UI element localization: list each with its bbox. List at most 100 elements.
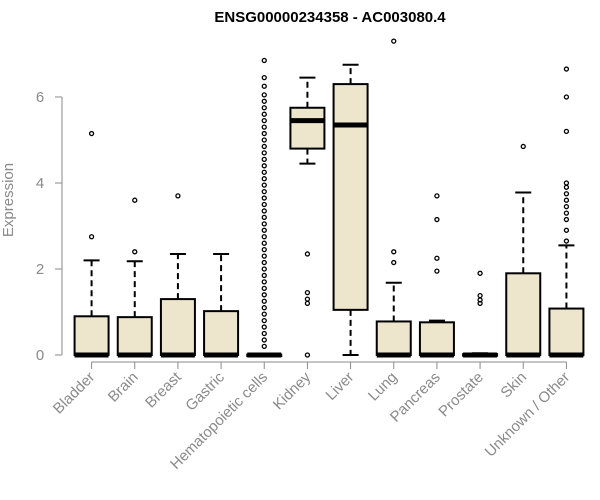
y-tick-label: 6: [36, 89, 44, 106]
outlier-point: [261, 317, 267, 324]
y-tick-label: 2: [36, 261, 44, 278]
box-body: [332, 83, 369, 311]
outlier-point: [261, 305, 267, 311]
box-body: [73, 315, 110, 356]
outlier-point: [261, 292, 267, 298]
outlier-point: [434, 255, 440, 261]
outlier-point: [261, 105, 267, 111]
outlier-point: [434, 193, 440, 199]
outlier-point: [261, 163, 267, 169]
box-9: [418, 193, 455, 358]
outlier-point: [261, 298, 267, 304]
outlier-point: [261, 83, 267, 89]
outlier-point: [261, 124, 267, 130]
box-4: [203, 252, 240, 358]
outlier-point: [563, 227, 570, 233]
box-6: [289, 76, 326, 358]
outlier-point: [88, 130, 95, 137]
outlier-point: [175, 193, 181, 199]
x-tick-label: Liver: [322, 369, 357, 404]
chart-title: ENSG00000234358 - AC003080.4: [214, 9, 446, 26]
box-body: [505, 272, 542, 356]
outlier-point: [563, 191, 570, 197]
outlier-point: [261, 221, 267, 227]
outlier-point: [261, 266, 267, 272]
outlier-point: [261, 234, 267, 240]
outlier-point: [563, 66, 570, 72]
outlier-point: [261, 92, 267, 98]
outlier-point: [563, 197, 570, 203]
outlier-point: [261, 169, 267, 175]
outlier-point: [477, 297, 483, 303]
outlier-point: [261, 227, 267, 233]
outlier-point: [261, 324, 267, 330]
outlier-point: [563, 184, 570, 190]
outlier-point: [563, 238, 570, 244]
box-8: [375, 38, 412, 358]
box-3: [159, 193, 196, 358]
outlier-point: [261, 176, 267, 182]
outlier-point: [88, 234, 95, 240]
box-5: [246, 57, 283, 358]
x-tick-label: Prostate: [435, 369, 487, 421]
outlier-point: [132, 197, 138, 203]
outlier-point: [261, 208, 267, 214]
outlier-point: [261, 143, 267, 150]
outlier-point: [391, 38, 397, 44]
outlier-point: [261, 137, 267, 143]
outlier-point: [477, 293, 483, 299]
box-2: [116, 197, 153, 358]
outlier-point: [563, 203, 570, 210]
outlier-point: [261, 272, 267, 279]
outlier-point: [261, 259, 267, 266]
outlier-point: [434, 216, 440, 223]
outlier-point: [261, 240, 267, 246]
outlier-point: [563, 216, 570, 223]
outlier-point: [261, 188, 267, 195]
x-tick-label: Brain: [105, 369, 142, 406]
outlier-point: [261, 214, 267, 221]
box-body: [548, 307, 585, 356]
outlier-point: [261, 98, 267, 104]
outlier-point: [261, 130, 267, 137]
outlier-point: [304, 296, 311, 302]
y-tick-label: 0: [36, 347, 44, 364]
y-tick-label: 4: [36, 175, 44, 192]
outlier-point: [261, 330, 267, 337]
outlier-point: [261, 285, 267, 292]
x-tick-label: Bladder: [50, 369, 99, 418]
outlier-point: [261, 182, 267, 188]
outlier-point: [520, 143, 526, 150]
y-axis-label: Expression: [0, 163, 17, 237]
outlier-point: [434, 268, 440, 274]
outlier-point: [391, 259, 397, 266]
outlier-point: [261, 311, 267, 317]
box-body: [289, 106, 326, 150]
box-body: [159, 298, 196, 357]
outlier-point: [132, 249, 138, 255]
outlier-point: [304, 289, 311, 296]
x-tick-label: Breast: [142, 368, 185, 411]
box-body: [203, 310, 240, 357]
outlier-point: [304, 300, 311, 307]
outlier-point: [563, 128, 570, 135]
outlier-point: [261, 156, 267, 163]
box-10: [462, 270, 499, 358]
x-tick-label: Kidney: [270, 368, 315, 413]
outlier-point: [563, 94, 570, 100]
outlier-point: [261, 246, 267, 253]
box-body: [116, 316, 153, 357]
outlier-point: [261, 57, 267, 64]
box-body: [375, 320, 412, 356]
outlier-point: [261, 253, 267, 259]
outlier-point: [477, 270, 483, 276]
outlier-point: [261, 111, 267, 117]
box-12: [548, 66, 585, 358]
outlier-point: [261, 337, 267, 343]
outlier-point: [391, 249, 397, 255]
outlier-point: [563, 180, 570, 186]
outlier-point: [304, 251, 311, 257]
